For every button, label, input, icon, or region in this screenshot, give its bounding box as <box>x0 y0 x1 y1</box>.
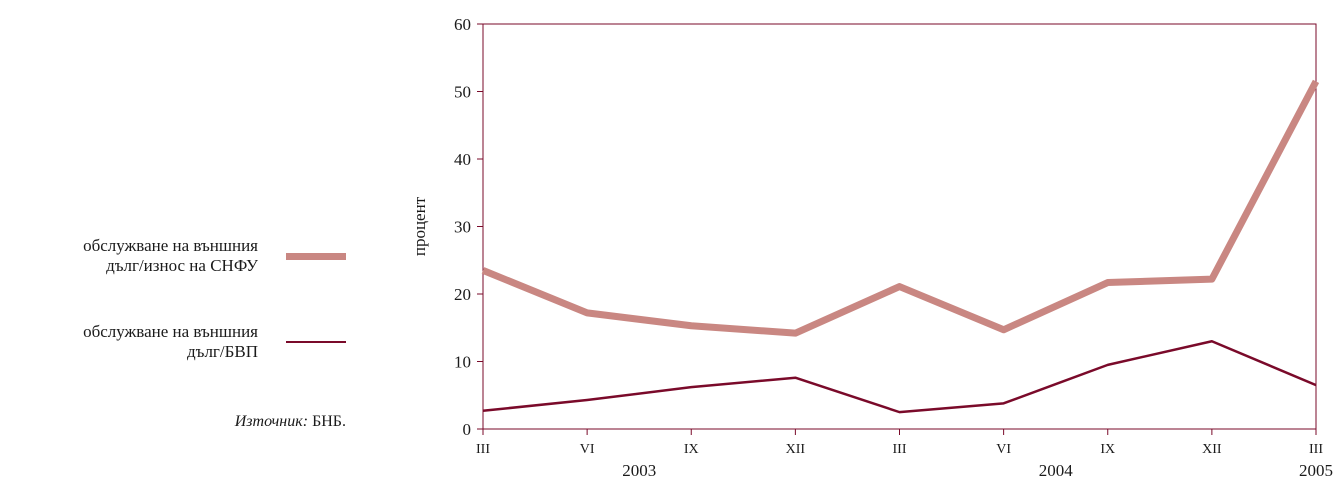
x-tick-label: IX <box>1100 442 1115 457</box>
legend: обслужване на външния дълг/износ на СНФУ… <box>0 0 360 481</box>
x-year-label: 2005 <box>1299 461 1333 480</box>
source-note: Източник: БНБ. <box>235 413 346 431</box>
legend-item-export-ratio: обслужване на външния дълг/износ на СНФУ <box>83 236 346 276</box>
legend-label-gdp-ratio: обслужване на външния дълг/БВП <box>83 322 258 361</box>
legend-item-gdp-ratio: обслужване на външния дълг/БВП <box>83 322 346 362</box>
x-year-label: 2003 <box>622 461 656 480</box>
y-tick-label: 40 <box>454 150 471 169</box>
legend-swatch-gdp-ratio <box>286 340 346 344</box>
x-year-label: 2004 <box>1039 461 1074 480</box>
x-tick-label: VI <box>580 442 595 457</box>
series-line-2 <box>482 340 1317 414</box>
plot-frame <box>482 23 1317 430</box>
x-tick-label: XII <box>786 442 806 457</box>
x-tick-label: III <box>1309 442 1323 457</box>
y-tick-label: 50 <box>454 83 471 102</box>
x-tick-label: III <box>476 442 490 457</box>
legend-swatch-export-ratio <box>286 252 346 260</box>
x-tick-label: VI <box>996 442 1011 457</box>
x-tick-label: IX <box>684 442 699 457</box>
legend-label-export-ratio: обслужване на външния дълг/износ на СНФУ <box>83 236 258 275</box>
source-text: БНБ. <box>312 413 346 430</box>
y-axis-label: процент <box>410 196 429 256</box>
x-tick-label: III <box>893 442 907 457</box>
series-line-1 <box>481 79 1320 337</box>
source-prefix: Източник: <box>234 413 309 430</box>
x-tick-label: XII <box>1202 442 1222 457</box>
y-tick-label: 10 <box>454 353 471 372</box>
y-tick-label: 20 <box>454 285 471 304</box>
y-tick-label: 30 <box>454 218 471 237</box>
y-tick-label: 0 <box>463 420 472 439</box>
y-tick-label: 60 <box>454 15 471 34</box>
